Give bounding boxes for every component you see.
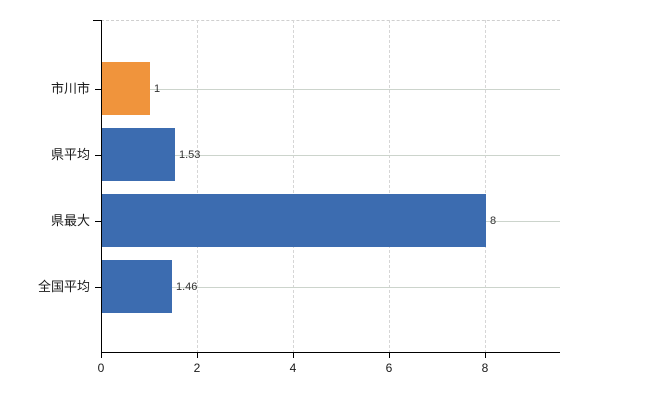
bar-value-label: 1.53 [179,149,201,161]
y-axis-tick [95,287,101,288]
plot-area: 1 1.53 8 1.46 [93,20,560,353]
vertical-gridline [293,20,294,353]
bar-県平均 [102,128,175,181]
x-axis-tick [293,353,294,358]
y-axis-line [101,20,102,353]
x-axis-tick-label: 6 [385,361,393,375]
x-axis-tick-label: 8 [481,361,489,375]
vertical-gridline [197,20,198,353]
x-axis-tick [485,353,486,358]
horizontal-gridline [101,89,560,90]
x-axis-tick [389,353,390,358]
x-axis-line [101,352,560,353]
vertical-gridline [485,20,486,353]
y-axis-top-cap [93,20,101,21]
bar-value-label: 8 [490,215,497,227]
y-axis-tick [95,221,101,222]
category-label: 市川市 [50,81,90,96]
bar-全国平均 [102,260,172,313]
category-label: 県平均 [50,147,90,162]
x-axis-tick-label: 0 [97,361,105,375]
bar-value-label: 1.46 [176,281,198,293]
x-axis-tick-label: 2 [193,361,201,375]
category-label: 県最大 [50,213,90,228]
bar-市川市 [102,62,150,115]
y-axis-tick [95,89,101,90]
category-label: 全国平均 [37,279,90,294]
x-axis-tick [197,353,198,358]
y-axis-tick [95,155,101,156]
bar-value-label: 1 [154,83,161,95]
vertical-gridline [389,20,390,353]
bar-県最大 [102,194,486,247]
x-axis-tick [101,353,102,358]
horizontal-gridline [101,287,560,288]
horizontal-gridline [101,155,560,156]
plot-top-border [101,20,560,21]
x-axis-tick-label: 4 [289,361,297,375]
